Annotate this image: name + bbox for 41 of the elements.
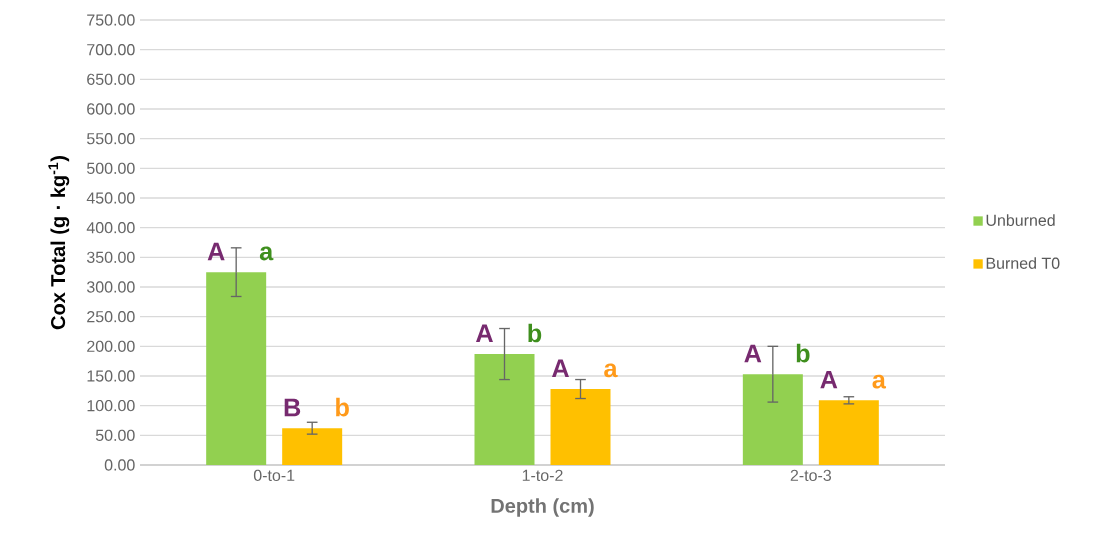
y-tick-label: 500.00 bbox=[87, 162, 135, 174]
annotation: b bbox=[336, 397, 349, 417]
annotation: a bbox=[872, 374, 887, 389]
y-tick-label: 550.00 bbox=[87, 133, 135, 145]
x-tick-label: 0-to-1 bbox=[253, 469, 295, 482]
bar bbox=[818, 400, 879, 465]
legend-label: Unburned bbox=[986, 214, 1055, 226]
annotation: A bbox=[551, 359, 569, 378]
y-tick-label: 250.00 bbox=[87, 311, 135, 323]
y-tick-label: 0.00 bbox=[104, 459, 135, 471]
y-tick-label: 200.00 bbox=[87, 340, 135, 352]
x-axis-title: Depth (cm) bbox=[491, 498, 594, 517]
annotation: A bbox=[744, 344, 762, 363]
y-axis-title: Cox Total (g · kg$^{-1}$) bbox=[48, 156, 70, 330]
x-tick-label: 2-to-3 bbox=[790, 469, 832, 482]
y-tick-label: 600.00 bbox=[87, 103, 135, 115]
annotation: a bbox=[604, 363, 618, 378]
y-tick-label: 100.00 bbox=[87, 400, 135, 412]
annotation: A bbox=[820, 370, 838, 389]
annotation: B bbox=[284, 398, 301, 417]
bar bbox=[550, 389, 611, 465]
y-tick-label: 50.00 bbox=[95, 429, 135, 441]
annotation: b bbox=[796, 343, 810, 363]
annotation: A bbox=[475, 324, 493, 343]
y-tick-label: 650.00 bbox=[87, 73, 135, 85]
y-tick-label: 150.00 bbox=[87, 370, 135, 382]
bar bbox=[474, 354, 535, 465]
y-tick-label: 400.00 bbox=[86, 222, 135, 234]
annotation: A bbox=[207, 242, 225, 261]
y-tick-label: 300.00 bbox=[86, 281, 135, 293]
y-tick-label: 350.00 bbox=[86, 251, 135, 263]
x-tick-label: 1-to-2 bbox=[522, 469, 563, 482]
y-tick-label: 700.00 bbox=[87, 44, 135, 56]
annotation: b bbox=[528, 323, 542, 343]
bar bbox=[282, 428, 343, 465]
annotation: a bbox=[259, 246, 274, 261]
y-tick-label: 450.00 bbox=[86, 192, 135, 204]
bar bbox=[206, 272, 267, 465]
bar bbox=[742, 374, 803, 465]
legend-label: Burned T0 bbox=[986, 257, 1060, 269]
y-tick-label: 750.00 bbox=[87, 14, 135, 26]
